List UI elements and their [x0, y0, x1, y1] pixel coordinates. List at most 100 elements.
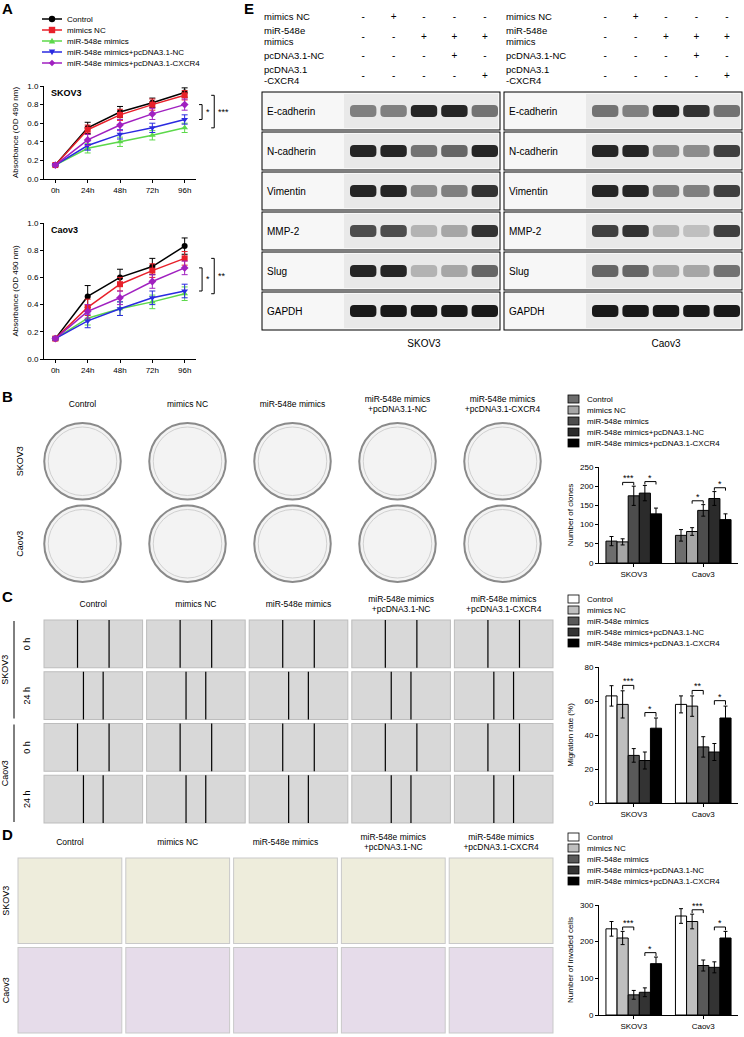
svg-text:+: +: [663, 30, 669, 41]
svg-text:***: ***: [218, 107, 229, 117]
svg-text:Caov3: Caov3: [692, 810, 716, 819]
svg-text:-: -: [422, 69, 425, 80]
svg-text:SKOV3: SKOV3: [620, 810, 647, 819]
svg-text:SKOV3: SKOV3: [51, 88, 82, 98]
svg-text:60: 60: [584, 697, 593, 706]
svg-text:-: -: [604, 11, 607, 22]
svg-text:-: -: [725, 11, 728, 22]
svg-text:48h: 48h: [113, 366, 126, 375]
svg-text:miR-548emimics: miR-548emimics: [264, 25, 305, 47]
svg-text:mimics NC: mimics NC: [506, 11, 552, 22]
svg-text:miR-548emimics: miR-548emimics: [506, 25, 547, 47]
svg-text:0.2: 0.2: [27, 328, 39, 337]
svg-text:-: -: [695, 69, 698, 80]
svg-text:+: +: [724, 30, 730, 41]
svg-text:-: -: [604, 69, 607, 80]
svg-text:-: -: [483, 50, 486, 61]
svg-text:Slug: Slug: [267, 266, 287, 277]
svg-text:*: *: [718, 479, 722, 489]
svg-text:*: *: [718, 918, 722, 928]
svg-text:96h: 96h: [178, 366, 191, 375]
svg-text:*: *: [206, 274, 210, 284]
svg-text:+: +: [633, 11, 639, 22]
svg-text:+: +: [724, 69, 730, 80]
svg-text:miR-548e mimics: miR-548e mimics: [587, 855, 649, 864]
svg-text:miR-548e mimics+pcDNA3.1-CXCR4: miR-548e mimics+pcDNA3.1-CXCR4: [465, 394, 541, 414]
svg-text:pcDNA3.1-NC: pcDNA3.1-NC: [506, 50, 566, 61]
svg-text:SKOV3: SKOV3: [15, 446, 25, 476]
svg-text:-: -: [422, 50, 425, 61]
svg-text:48h: 48h: [113, 186, 126, 195]
svg-text:72h: 72h: [146, 366, 159, 375]
svg-text:-: -: [664, 69, 667, 80]
svg-text:24h: 24h: [81, 186, 94, 195]
svg-text:+: +: [451, 30, 457, 41]
svg-text:GAPDH: GAPDH: [267, 306, 303, 317]
svg-text:*: *: [648, 704, 652, 714]
svg-text:24 h: 24 h: [22, 687, 32, 705]
svg-text:pcDNA3.1-NC: pcDNA3.1-NC: [264, 50, 324, 61]
svg-text:E-cadherin: E-cadherin: [509, 106, 557, 117]
svg-text:-: -: [392, 30, 395, 41]
svg-text:Vimentin: Vimentin: [267, 186, 306, 197]
svg-text:+: +: [482, 30, 488, 41]
svg-text:*: *: [648, 944, 652, 954]
svg-text:0: 0: [589, 559, 594, 568]
svg-text:A: A: [2, 0, 13, 17]
svg-text:Slug: Slug: [509, 266, 529, 277]
svg-text:miR-548e mimics+pcDNA3.1-NC: miR-548e mimics+pcDNA3.1-NC: [365, 394, 431, 414]
svg-text:0h: 0h: [51, 186, 60, 195]
svg-text:0 h: 0 h: [22, 741, 32, 754]
svg-text:**: **: [218, 271, 226, 281]
svg-text:0: 0: [589, 1011, 594, 1020]
svg-text:MMP-2: MMP-2: [267, 226, 300, 237]
svg-text:miR-548e mimics+pcDNA3.1-CXCR4: miR-548e mimics+pcDNA3.1-CXCR4: [587, 439, 720, 448]
svg-text:Caov3: Caov3: [15, 531, 25, 557]
svg-text:SKOV3: SKOV3: [620, 1022, 647, 1031]
svg-text:miR-548e mimics+pcDNA3.1-NC: miR-548e mimics+pcDNA3.1-NC: [587, 866, 704, 875]
svg-text:-: -: [453, 11, 456, 22]
svg-text:mimics NC: mimics NC: [587, 606, 626, 615]
svg-text:SKOV3: SKOV3: [407, 338, 441, 349]
svg-text:B: B: [2, 388, 13, 405]
svg-text:-: -: [725, 50, 728, 61]
svg-text:Caov3: Caov3: [692, 1022, 716, 1031]
svg-text:Control: Control: [587, 395, 613, 404]
svg-text:miR-548e mimics+pcDNA3.1-CXCR4: miR-548e mimics+pcDNA3.1-CXCR4: [463, 832, 539, 852]
svg-text:-: -: [483, 11, 486, 22]
svg-text:0: 0: [589, 799, 594, 808]
svg-text:-: -: [362, 30, 365, 41]
svg-text:200: 200: [580, 937, 594, 946]
svg-text:E: E: [244, 0, 254, 17]
svg-text:miR-548e mimics: miR-548e mimics: [587, 417, 649, 426]
svg-text:Control: Control: [587, 833, 613, 842]
svg-text:Control: Control: [67, 15, 93, 24]
svg-text:0h: 0h: [51, 366, 60, 375]
svg-text:miR-548e mimics: miR-548e mimics: [266, 599, 332, 609]
svg-text:72h: 72h: [146, 186, 159, 195]
svg-text:mimics NC: mimics NC: [264, 11, 310, 22]
svg-text:1.0: 1.0: [27, 219, 39, 228]
svg-text:mimics NC: mimics NC: [157, 837, 198, 847]
svg-text:Control: Control: [587, 595, 613, 604]
svg-text:0.4: 0.4: [27, 138, 39, 147]
svg-text:24 h: 24 h: [22, 790, 32, 808]
svg-text:-: -: [392, 50, 395, 61]
svg-text:C: C: [2, 588, 13, 605]
svg-text:mimics NC: mimics NC: [67, 26, 106, 35]
svg-text:0 h: 0 h: [22, 638, 32, 651]
svg-text:-: -: [604, 50, 607, 61]
svg-text:miR-548e mimics+pcDNA3.1-NC: miR-548e mimics+pcDNA3.1-NC: [368, 594, 434, 614]
svg-text:+: +: [421, 30, 427, 41]
svg-text:pcDNA3.1-CXCR4: pcDNA3.1-CXCR4: [506, 64, 549, 86]
svg-text:SKOV3: SKOV3: [0, 655, 10, 685]
svg-text:1.0: 1.0: [27, 82, 39, 91]
svg-text:-: -: [422, 11, 425, 22]
svg-text:miR-548e mimics+pcDNA3.1-NC: miR-548e mimics+pcDNA3.1-NC: [587, 628, 704, 637]
svg-text:Absorbance (OD 490 nm): Absorbance (OD 490 nm): [11, 245, 20, 336]
svg-text:Caov3: Caov3: [0, 760, 10, 786]
svg-text:-: -: [362, 11, 365, 22]
svg-text:*: *: [206, 107, 210, 117]
svg-text:Caov3: Caov3: [1, 977, 11, 1003]
svg-text:SKOV3: SKOV3: [1, 886, 11, 916]
